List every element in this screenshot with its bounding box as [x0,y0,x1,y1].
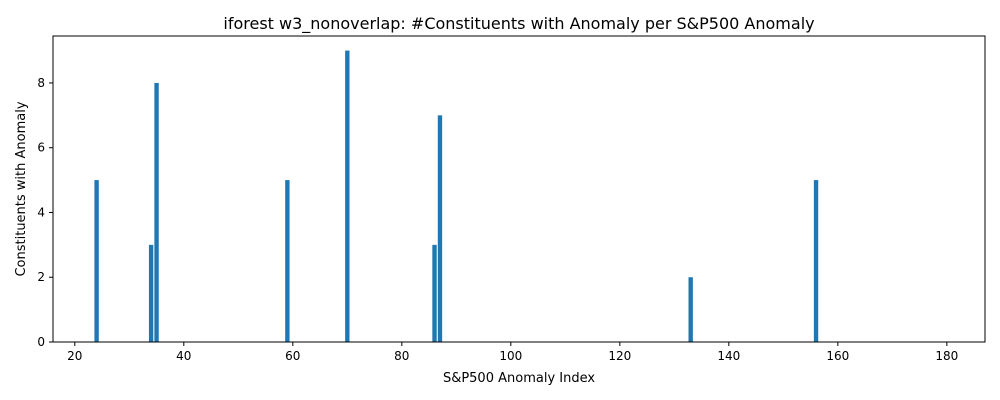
y-tick-label: 8 [37,76,45,90]
bar-87 [437,115,443,342]
bar-59 [285,180,290,342]
bar-35 [154,82,159,342]
bar-24 [94,180,99,342]
x-tick-label: 60 [285,349,300,363]
x-tick-label: 40 [176,349,191,363]
chart-title: iforest w3_nonoverlap: #Constituents wit… [223,14,814,34]
bar-86 [432,244,437,342]
plot-frame [52,35,986,343]
y-axis-ticks: 0 2 4 6 8 [37,76,53,349]
x-tick-label: 160 [826,349,849,363]
x-tick-label: 20 [67,349,82,363]
x-axis-ticks: 20 40 60 80 100 120 140 160 180 [67,342,958,363]
y-tick-label: 0 [37,335,45,349]
y-tick-label: 2 [37,270,45,284]
x-tick-label: 100 [499,349,522,363]
bar-156 [813,180,819,342]
y-tick-label: 4 [37,205,45,219]
x-tick-label: 140 [717,349,740,363]
bar-133 [688,277,693,342]
bar-34 [148,244,154,342]
x-tick-label: 80 [394,349,409,363]
y-tick-label: 6 [37,141,45,155]
x-tick-label: 180 [935,349,958,363]
bars-group [94,50,819,342]
bar-70 [345,50,350,342]
x-axis-label: S&P500 Anomaly Index [443,371,595,386]
x-tick-label: 120 [608,349,631,363]
y-axis-label: Constituents with Anomaly [14,101,29,276]
